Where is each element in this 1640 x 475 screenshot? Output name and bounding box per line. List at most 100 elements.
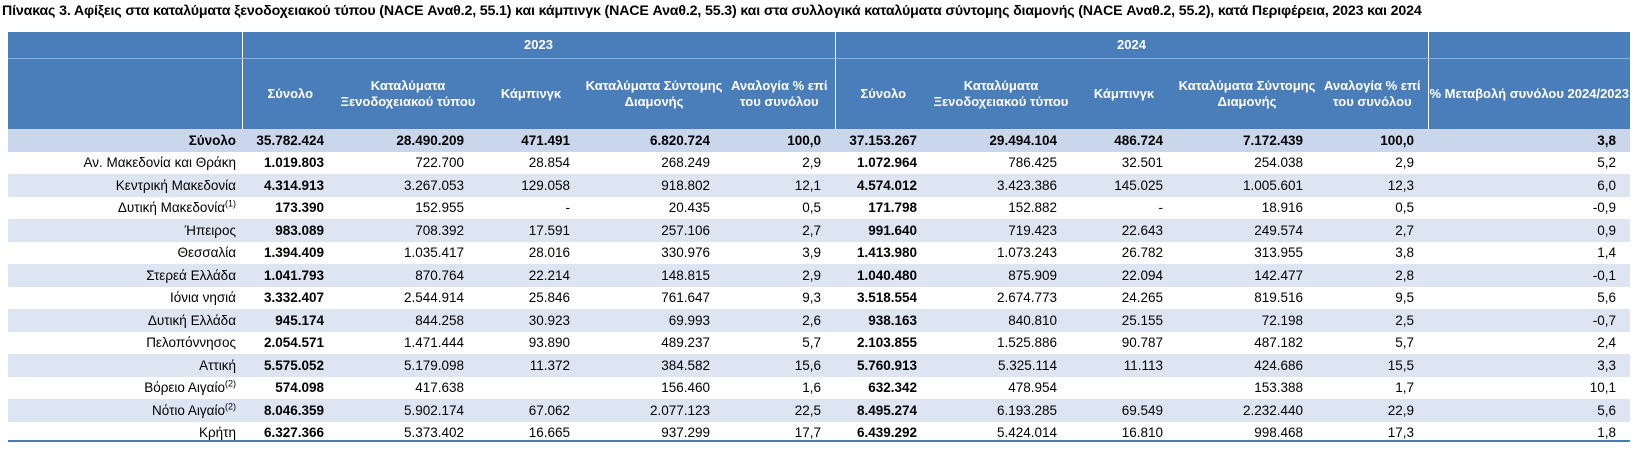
cell-value: 574.098: [275, 380, 324, 396]
cell-value: 12,3: [1317, 174, 1428, 197]
cell-value: 1.471.444: [403, 335, 464, 351]
cell-value: 148.815: [584, 264, 724, 287]
cell-value: 1.035.417: [403, 245, 464, 261]
cell-value: 1.073.243: [996, 245, 1057, 261]
cell-value: 632.342: [868, 380, 917, 396]
cell-value: 2.232.440: [1177, 399, 1317, 422]
table-row: Αν. Μακεδονία και Θράκη 1.019.803 722.700 2…: [8, 152, 1630, 175]
region-label: Κεντρική Μακεδονία: [115, 177, 236, 193]
cell-value: 28.016: [528, 245, 570, 261]
cell-value: 1.040.480: [835, 264, 931, 287]
cell-value: 489.237: [661, 335, 710, 351]
region-name: Ήπειρος: [8, 219, 242, 242]
cell-value: 2,8: [1317, 264, 1428, 287]
cell-value: 3.332.407: [263, 290, 324, 306]
cell-value: 171.798: [868, 200, 917, 216]
cell-value: [1071, 377, 1177, 400]
table-row: Ήπειρος 983.089 708.392 17.591 257.106 2,7 991…: [8, 219, 1630, 242]
region-name: Κεντρική Μακεδονία: [8, 174, 242, 197]
cell-value: 67.062: [478, 399, 584, 422]
table-row: Αττική 5.575.052 5.179.098 11.372 384.582 15,…: [8, 354, 1630, 377]
table-row: Νότιο Αιγαίο(2) 8.046.359 5.902.174 67.062 2…: [8, 399, 1630, 422]
cell-value: 32.501: [1121, 155, 1163, 171]
cell-value: 4.574.012: [835, 174, 931, 197]
cell-value: 100,0: [1317, 129, 1428, 152]
cell-value: 254.038: [1254, 155, 1303, 171]
cell-value: 5.575.052: [242, 354, 338, 377]
cell-value: 6.820.724: [584, 129, 724, 152]
header-blank: [8, 32, 242, 59]
cell-value: 0,5: [1395, 200, 1414, 216]
cell-value: 722.700: [415, 155, 464, 171]
cell-value: 93.890: [528, 335, 570, 351]
col-total-2024: Σύνολο: [834, 58, 931, 129]
cell-value: 786.425: [1008, 155, 1057, 171]
region-label: Πελοπόννησος: [146, 335, 236, 351]
cell-value: 37.153.267: [835, 129, 931, 152]
cell-value: 257.106: [584, 219, 724, 242]
table-row: Κρήτη 6.327.366 5.373.402 16.665 937.299 17,7…: [8, 422, 1630, 445]
cell-value: 22.094: [1071, 264, 1177, 287]
footnote-marker: (2): [225, 378, 236, 389]
footnote-marker: (2): [225, 401, 236, 412]
cell-value: 22,5: [724, 399, 835, 422]
cell-value: 5,6: [1597, 290, 1616, 306]
cell-value: 3.518.554: [856, 290, 917, 306]
cell-value: 2,7: [1317, 219, 1428, 242]
table-row: Ιόνια νησιά 3.332.407 2.544.914 25.846 761.6…: [8, 287, 1630, 310]
cell-value: 145.025: [1071, 174, 1177, 197]
region-label: Αττική: [199, 357, 236, 373]
cell-value: 90.787: [1121, 335, 1163, 351]
cell-value: 6.327.366: [263, 425, 324, 441]
cell-value: 3,8: [1395, 245, 1414, 261]
cell-value: 18.916: [1261, 200, 1303, 216]
cell-value: 26.782: [1121, 245, 1163, 261]
cell-value: 9,3: [802, 290, 821, 306]
cell-value: 28.854: [528, 155, 570, 171]
cell-value: 156.460: [661, 380, 710, 396]
cell-value: 2,9: [724, 264, 835, 287]
cell-value: 487.182: [1254, 335, 1303, 351]
cell-value: 708.392: [338, 219, 478, 242]
cell-value: 0,5: [802, 200, 821, 216]
cell-value: 152.955: [415, 200, 464, 216]
cell-value: [478, 377, 584, 400]
cell-value: 5.325.114: [931, 354, 1071, 377]
cell-value: 35.782.424: [242, 129, 338, 152]
cell-value: 24.265: [1121, 290, 1163, 306]
cell-value: 998.468: [1254, 425, 1303, 441]
cell-value: 72.198: [1177, 309, 1317, 332]
region-label: Στερεά Ελλάδα: [146, 267, 236, 283]
table-title: Πίνακας 3. Αφίξεις στα καταλύματα ξενοδο…: [2, 3, 1422, 19]
cell-value: 28.490.209: [338, 129, 478, 152]
cell-value: 6.193.285: [931, 399, 1071, 422]
cell-value: 945.174: [242, 309, 338, 332]
cell-value: 2,4: [1597, 335, 1616, 351]
cell-value: -0,1: [1428, 264, 1630, 287]
cell-value: 69.549: [1071, 399, 1177, 422]
cell-value: 330.976: [661, 245, 710, 261]
table-row: Δυτική Μακεδονία(1) 173.390 152.955 - 20.435…: [8, 197, 1630, 220]
cell-value: 3,9: [802, 245, 821, 261]
col-change: % Μεταβολή συνόλου 2024/2023: [1427, 58, 1630, 129]
cell-value: 1.005.601: [1177, 174, 1317, 197]
cell-value: 11.113: [1071, 354, 1177, 377]
cell-value: 17,7: [794, 425, 821, 441]
cell-value: 16.810: [1121, 425, 1163, 441]
cell-value: 1,6: [802, 380, 821, 396]
cell-value: 417.638: [415, 380, 464, 396]
cell-value: 15,6: [724, 354, 835, 377]
region-name: Θεσσαλία: [8, 242, 242, 265]
region-label: Κρήτη: [198, 425, 236, 441]
cell-value: 1,8: [1597, 425, 1616, 441]
cell-value: 1.072.964: [856, 155, 917, 171]
cell-value: 2,7: [724, 219, 835, 242]
cell-value: 875.909: [931, 264, 1071, 287]
col-total-2023: Σύνολο: [241, 58, 338, 129]
cell-value: 1.413.980: [856, 245, 917, 261]
cell-value: 2.103.855: [856, 335, 917, 351]
region-label: Ιόνια νησιά: [170, 290, 236, 306]
cell-value: 16.665: [528, 425, 570, 441]
footnote-marker: (1): [225, 198, 236, 209]
year-header-2024: 2024: [834, 32, 1428, 59]
